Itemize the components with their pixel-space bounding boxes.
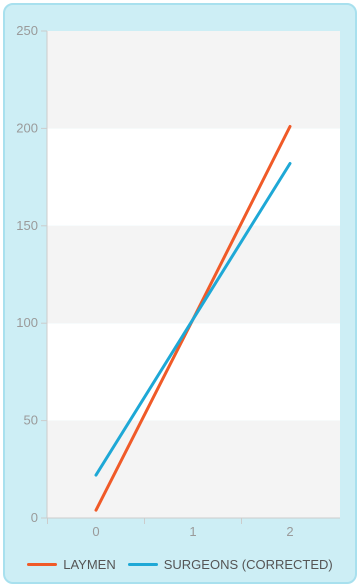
legend-item-surgeons[interactable]: SURGEONS (CORRECTED) — [127, 556, 333, 572]
grid-band — [47, 225, 340, 324]
legend-label-laymen: LAYMEN — [63, 556, 116, 572]
legend-label-surgeons: SURGEONS (CORRECTED) — [163, 556, 333, 572]
y-tick-label: 250 — [16, 23, 38, 38]
series-line-surgeons — [94, 162, 292, 477]
y-tick-label: 150 — [16, 218, 38, 233]
grid-bands — [47, 31, 340, 518]
x-tick-label: 1 — [189, 524, 196, 539]
legend-item-laymen[interactable]: LAYMEN — [27, 557, 116, 572]
legend-swatch-laymen — [27, 562, 58, 566]
y-tick-label: 100 — [16, 315, 38, 330]
y-axis-ticks: 0 50 100 150 200 250 — [16, 23, 47, 525]
grid-band — [47, 323, 340, 421]
x-axis-ticks: 0 1 2 — [47, 518, 294, 539]
grid-band — [47, 128, 340, 226]
grid-band — [47, 420, 340, 518]
x-tick-label: 0 — [92, 524, 99, 539]
grid-band — [47, 31, 340, 129]
y-tick-label: 200 — [16, 120, 38, 135]
series-lines — [94, 125, 292, 512]
y-tick-label: 0 — [31, 510, 38, 525]
axes — [46, 31, 340, 519]
x-tick-label: 2 — [286, 524, 293, 539]
y-tick-label: 50 — [24, 413, 38, 428]
legend-swatch-surgeons — [127, 562, 158, 566]
legend: LAYMEN SURGEONS (CORRECTED) — [0, 551, 360, 577]
